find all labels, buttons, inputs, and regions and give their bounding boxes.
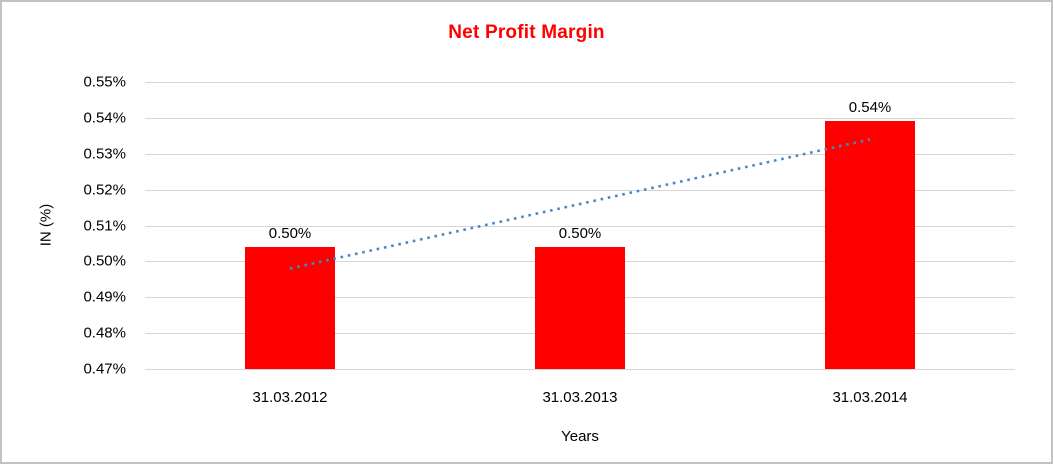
y-tick-label: 0.50% <box>83 252 126 270</box>
plot-area: 0.50% 0.50% 0.54% <box>145 82 1015 370</box>
bar-data-label: 0.50% <box>268 225 312 243</box>
y-tick-label: 0.51% <box>83 217 126 234</box>
x-tick-label: 31.03.2014 <box>832 389 908 406</box>
bar <box>535 247 625 369</box>
y-tick-label: 0.55% <box>83 73 126 91</box>
gridline <box>145 117 1015 119</box>
y-tick-label: 0.54% <box>83 109 126 127</box>
y-tick-label: 0.48% <box>83 324 126 342</box>
x-axis-title: Years <box>561 428 599 445</box>
y-tick-label: 0.47% <box>83 360 126 378</box>
chart-title: Net Profit Margin <box>448 22 605 43</box>
bar <box>245 247 335 369</box>
x-tick-label: 31.03.2012 <box>252 389 328 406</box>
bar-data-label: 0.50% <box>558 225 602 243</box>
bar <box>825 121 915 369</box>
y-tick-label: 0.53% <box>83 145 126 163</box>
x-tick-label: 31.03.2013 <box>542 389 618 406</box>
gridline <box>145 369 1015 370</box>
bar-data-label: 0.54% <box>848 99 892 117</box>
y-tick-label: 0.52% <box>83 181 126 199</box>
y-tick-label: 0.49% <box>83 288 126 306</box>
gridline <box>145 82 1015 83</box>
